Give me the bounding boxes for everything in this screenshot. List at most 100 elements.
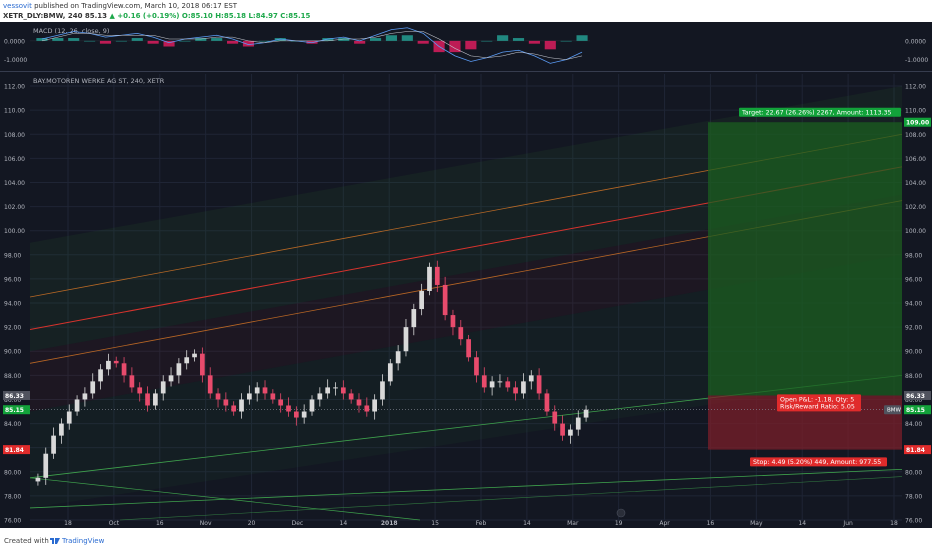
candle-body xyxy=(153,393,158,406)
trendline-long xyxy=(29,468,903,509)
price-axis-tick-left: 92.00 xyxy=(4,325,21,332)
candle-body xyxy=(387,363,393,382)
candle-body xyxy=(317,393,323,400)
created-with-label: Created with xyxy=(4,537,49,545)
risk-reward-label: Risk/Reward Ratio: 5.05 xyxy=(780,403,855,410)
candle-body xyxy=(239,399,244,412)
macd-histogram-bar xyxy=(354,40,366,44)
time-axis-tick: Nov xyxy=(200,520,212,527)
macd-histogram-bar xyxy=(369,38,382,41)
macd-histogram-bar xyxy=(385,35,397,41)
chart-svg[interactable]: 112.00 112.00 110.00 110.00 108.00 108.00 106.… xyxy=(0,22,932,528)
macd-histogram-bar xyxy=(338,38,350,41)
price-axis-tick-right: 110.00 xyxy=(905,108,926,115)
macd-line xyxy=(41,27,583,64)
price-axis-tick-right: 108.00 xyxy=(905,132,926,139)
time-axis-tick: Mar xyxy=(567,520,579,527)
candle-body xyxy=(466,339,471,358)
candle-body xyxy=(137,387,143,394)
time-axis-tick: 15 xyxy=(431,520,439,527)
macd-histogram-bar xyxy=(211,38,223,41)
chart-area[interactable]: 112.00 112.00 110.00 110.00 108.00 108.00 106.… xyxy=(0,22,932,528)
price-axis-tick-left: 94.00 xyxy=(4,301,21,308)
candle-body xyxy=(223,399,229,406)
candle-body xyxy=(419,290,424,310)
candle-body xyxy=(270,393,276,400)
price-axis-tick-left: 106.00 xyxy=(4,156,25,163)
candle-body xyxy=(340,387,346,394)
candle-body xyxy=(200,353,205,376)
candle-body xyxy=(66,411,72,424)
macd-histogram-bar xyxy=(576,35,588,41)
candle-body xyxy=(583,409,589,418)
time-axis-tick: 19 xyxy=(615,520,623,527)
price-axis-tick-right: 90.00 xyxy=(905,349,922,356)
price-axis-tick-left: 104.00 xyxy=(4,180,25,187)
price-axis-tick-right: 78.00 xyxy=(905,493,922,500)
macd-histogram-bar xyxy=(195,38,207,41)
candle-body xyxy=(481,375,487,388)
candle-body xyxy=(544,393,550,412)
time-axis-tick: 16 xyxy=(707,520,715,527)
candle-body xyxy=(325,387,331,394)
candle-body xyxy=(207,375,213,394)
macd-signal-line xyxy=(41,31,583,60)
price-axis-tick-right: 86.00 xyxy=(905,397,922,404)
price-axis-tick-left: 98.00 xyxy=(4,252,21,259)
trendline-down xyxy=(29,477,421,521)
macd-histogram-bar xyxy=(306,40,318,44)
symbol-name: XETR_DLY:BMW, 240 xyxy=(3,12,83,20)
price-axis-tick-left: 108.00 xyxy=(4,132,25,139)
macd-histogram-bar xyxy=(147,40,159,44)
candle-body xyxy=(552,411,558,424)
macd-histogram-bar xyxy=(99,40,112,44)
candle-body xyxy=(168,375,174,382)
candle-body xyxy=(497,381,503,383)
entry-price-tag-left-bg xyxy=(3,390,30,400)
candle-body xyxy=(278,399,284,406)
channel-lower-band xyxy=(30,254,902,508)
price-axis-tick-right: 112.00 xyxy=(905,84,926,91)
macd-histogram-bar xyxy=(544,40,556,50)
stop-label: Stop: 4.49 (5.20%) 449, Amount: 977.55 xyxy=(753,459,881,466)
candle-body xyxy=(372,399,377,412)
entry-price-tag-left: 86.33 xyxy=(5,393,24,400)
macd-histogram-bar xyxy=(52,38,64,41)
price-axis-tick-left: 76.00 xyxy=(4,518,21,525)
price-axis-tick-left: 86.00 xyxy=(4,397,21,404)
candle-body xyxy=(301,411,307,418)
price-axis-tick-left: 100.00 xyxy=(4,228,25,235)
price-axis-tick-right: 92.00 xyxy=(905,325,922,332)
candle-body xyxy=(395,351,401,364)
candle-body xyxy=(333,387,338,389)
publisher-username[interactable]: vessovit xyxy=(3,2,32,10)
macd-histogram-bar xyxy=(258,40,270,42)
macd-histogram-bar xyxy=(242,40,255,47)
macd-histogram-bar xyxy=(528,40,540,44)
time-axis-tick: Jun xyxy=(842,520,853,527)
candle-body xyxy=(513,387,518,394)
price-axis-tick-right: 106.00 xyxy=(905,156,926,163)
stop-price-tag-left-bg xyxy=(3,445,30,455)
macd-histogram-bar xyxy=(449,40,461,53)
price-axis-tick-left: 102.00 xyxy=(4,204,25,211)
macd-histogram-bar xyxy=(465,40,477,50)
time-axis-tick: Oct xyxy=(109,520,120,527)
candle-body xyxy=(403,327,409,352)
current-price-tag-left-bg xyxy=(3,405,30,415)
stop-price-tag: 81.84 xyxy=(906,447,925,454)
candle-body xyxy=(450,315,456,328)
published-info: published on TradingView.com, March 10, … xyxy=(34,2,238,10)
candle-body xyxy=(43,453,49,478)
channel-upper-band xyxy=(30,86,902,352)
time-axis-tick: 14 xyxy=(523,520,531,527)
price-axis-tick-right: 96.00 xyxy=(905,276,922,283)
macd-histogram-bar xyxy=(417,40,429,44)
candle-body xyxy=(74,399,80,412)
tradingview-brand[interactable]: TradingView xyxy=(62,537,105,545)
price-axis-tick-left: 110.00 xyxy=(4,108,25,115)
candle-body xyxy=(442,284,448,316)
ohlc-values: O:85.10 H:85.18 L:84.97 C:85.15 xyxy=(181,12,311,20)
current-price-tag-bg xyxy=(904,405,931,415)
symbol-tag: BMW xyxy=(887,408,902,414)
